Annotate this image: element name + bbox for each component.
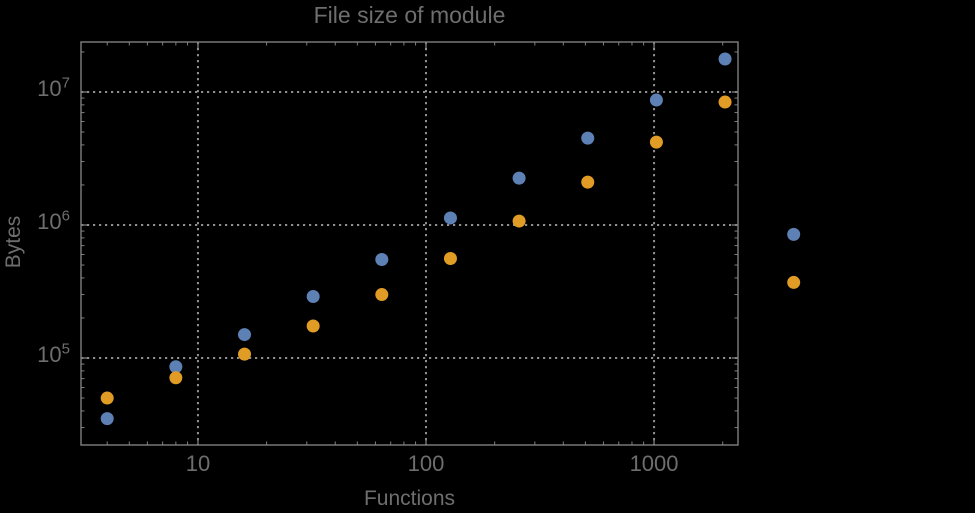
- plot-frame: [80, 41, 739, 446]
- data-point-blue-series[interactable]: [169, 360, 183, 374]
- y-tick-exponent: 5: [61, 340, 70, 358]
- data-point-blue-series[interactable]: [238, 328, 252, 342]
- data-point-blue-series[interactable]: [306, 290, 320, 304]
- data-point-orange-series[interactable]: [306, 319, 320, 333]
- data-point-blue-series[interactable]: [375, 253, 389, 267]
- chart-title: File size of module: [313, 2, 506, 28]
- y-tick-label: 107: [0, 76, 70, 102]
- y-tick-base: 10: [37, 208, 62, 234]
- data-point-orange-series[interactable]: [375, 288, 389, 302]
- y-tick-base: 10: [37, 75, 62, 101]
- data-point-blue-series[interactable]: [581, 131, 595, 145]
- data-point-blue-series[interactable]: [100, 412, 114, 426]
- data-point-orange-series[interactable]: [512, 214, 526, 228]
- data-point-orange-series[interactable]: [649, 135, 663, 149]
- y-tick-exponent: 6: [61, 207, 70, 225]
- data-point-orange-series[interactable]: [443, 251, 457, 265]
- data-point-blue-series[interactable]: [649, 93, 663, 107]
- data-point-orange-series[interactable]: [100, 391, 114, 405]
- y-tick-base: 10: [37, 342, 62, 367]
- data-point-blue-series[interactable]: [512, 171, 526, 185]
- x-tick-label: 1000: [629, 451, 679, 476]
- data-point-blue-series[interactable]: [443, 211, 457, 225]
- data-point-orange-series[interactable]: [581, 175, 595, 189]
- y-tick-exponent: 7: [61, 74, 70, 92]
- x-tick-label: 10: [185, 451, 211, 476]
- y-tick-label: 106: [0, 209, 70, 235]
- data-point-blue-series[interactable]: [787, 227, 801, 241]
- x-tick-label: 100: [407, 451, 445, 476]
- x-axis-label: Functions: [363, 487, 456, 510]
- y-tick-label: 105: [0, 342, 70, 368]
- data-point-orange-series[interactable]: [238, 347, 252, 361]
- data-point-orange-series[interactable]: [787, 275, 801, 289]
- data-point-blue-series[interactable]: [718, 52, 732, 66]
- data-point-orange-series[interactable]: [169, 371, 183, 385]
- data-point-orange-series[interactable]: [718, 95, 732, 109]
